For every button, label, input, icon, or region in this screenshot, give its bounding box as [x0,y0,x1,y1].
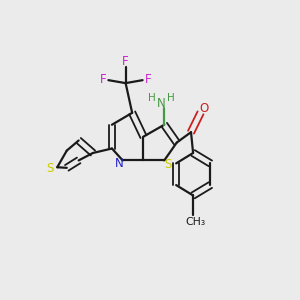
Text: S: S [164,158,172,171]
Text: N: N [157,97,166,110]
Text: O: O [200,102,209,115]
Text: H: H [148,93,156,103]
Text: S: S [46,162,53,175]
Text: CH₃: CH₃ [185,217,206,227]
Text: F: F [145,73,151,86]
Text: N: N [114,158,123,170]
Text: F: F [122,55,129,68]
Text: H: H [167,93,175,103]
Text: F: F [100,73,106,86]
